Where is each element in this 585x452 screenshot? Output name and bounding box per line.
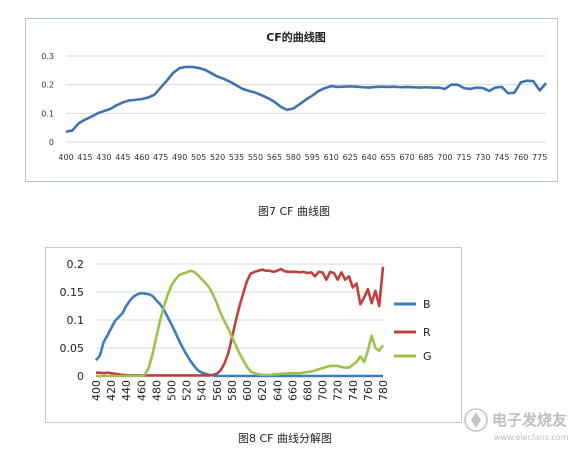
x-tick-label: 490 [172, 153, 187, 162]
series-line-cf [65, 65, 547, 133]
x-tick-label: 480 [150, 380, 163, 401]
x-tick-label: 400 [58, 153, 73, 162]
x-tick-label: 775 [532, 153, 547, 162]
series-line-g [96, 269, 385, 378]
x-tick-label: 500 [166, 380, 179, 401]
x-tick-label: 760 [513, 153, 528, 162]
x-tick-label: 520 [181, 380, 194, 401]
x-tick-label: 700 [317, 380, 330, 401]
x-tick-label: 670 [399, 153, 414, 162]
x-tick-label: 655 [380, 153, 395, 162]
x-tick-label: 460 [134, 153, 149, 162]
x-tick-label: 730 [475, 153, 490, 162]
x-tick-label: 460 [135, 380, 148, 401]
logo-mark-icon [471, 412, 481, 428]
x-tick-label: 600 [241, 380, 254, 401]
figure-8-caption: 图8 CF 曲线分解图 [238, 432, 332, 445]
x-tick-label: 420 [105, 380, 118, 401]
x-tick-label: 580 [286, 153, 301, 162]
x-tick-label: 685 [418, 153, 433, 162]
x-tick-label: 745 [494, 153, 509, 162]
x-tick-label: 580 [226, 380, 239, 401]
x-tick-label: 680 [301, 380, 314, 401]
x-tick-label: 780 [377, 380, 390, 401]
x-tick-label: 740 [347, 380, 360, 401]
x-tick-label: 660 [286, 380, 299, 401]
x-tick-label: 640 [362, 153, 377, 162]
y-tick-label: 0.1 [67, 314, 85, 327]
y-tick-label: 0 [49, 138, 54, 147]
series-line-r [96, 266, 385, 377]
x-tick-label: 700 [437, 153, 452, 162]
cf-decomposition-plot: 0 0.05 0.1 0.15 0.2 400 420 440 460 480 500 520 540… [60, 258, 432, 401]
x-tick-label: 535 [229, 153, 244, 162]
legend-label-g: G [423, 350, 432, 363]
x-tick-label: 445 [115, 153, 130, 162]
y-tick-label: 0.2 [67, 258, 85, 271]
x-tick-label: 415 [77, 153, 92, 162]
figure-7-caption: 图7 CF 曲线图 [258, 205, 330, 218]
y-tick-label: 0.3 [41, 52, 54, 61]
series-line-b [95, 291, 383, 378]
x-tick-label: 540 [196, 380, 209, 401]
x-tick-label: 760 [362, 380, 375, 401]
x-tick-label: 595 [305, 153, 320, 162]
x-tick-label: 620 [256, 380, 269, 401]
x-tick-label: 430 [96, 153, 111, 162]
cf-curve-chart: CF的曲线图 0 0.1 0.2 0.3 400 415 430 445 460 475 490 5… [25, 18, 558, 182]
x-tick-label: 610 [324, 153, 339, 162]
x-tick-label: 400 [90, 380, 103, 401]
x-tick-label: 560 [211, 380, 224, 401]
logo-icon [464, 408, 488, 432]
watermark-brand: 电子发烧友 [492, 411, 567, 429]
x-tick-label: 505 [191, 153, 206, 162]
y-tick-label: 0.1 [41, 109, 54, 118]
elecfans-watermark: 电子发烧友 www.elecfans.com [464, 408, 569, 442]
x-tick-label: 440 [120, 380, 133, 401]
x-tick-label: 550 [248, 153, 263, 162]
x-tick-label: 475 [153, 153, 168, 162]
cf-curve-plot: CF的曲线图 0 0.1 0.2 0.3 400 415 430 445 460 475 490 5… [41, 30, 547, 162]
x-tick-label: 565 [267, 153, 282, 162]
chart-title: CF的曲线图 [266, 30, 326, 44]
x-tick-label: 625 [343, 153, 358, 162]
x-tick-label: 715 [456, 153, 471, 162]
x-tick-label: 640 [271, 380, 284, 401]
x-tick-label: 520 [210, 153, 225, 162]
y-tick-label: 0.15 [60, 286, 85, 299]
y-tick-label: 0 [77, 370, 84, 383]
cf-decomposition-chart: 0 0.05 0.1 0.15 0.2 400 420 440 460 480 500 520 540… [45, 247, 462, 423]
x-tick-label: 720 [332, 380, 345, 401]
legend-label-b: B [423, 298, 431, 311]
y-tick-label: 0.05 [60, 342, 85, 355]
watermark-site: www.elecfans.com [494, 433, 569, 442]
legend-label-r: R [423, 326, 431, 339]
y-tick-label: 0.2 [41, 81, 54, 90]
